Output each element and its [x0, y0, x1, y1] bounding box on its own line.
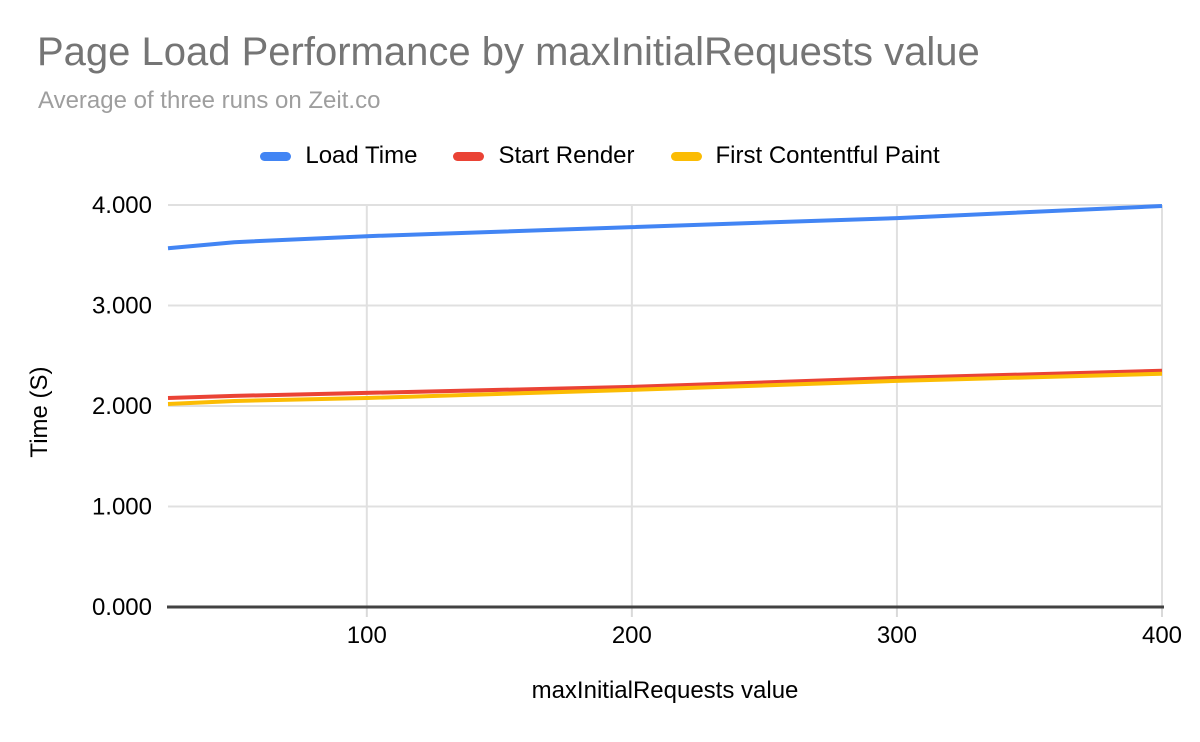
legend-label-first-contentful-paint: First Contentful Paint — [715, 142, 940, 169]
legend-item-first-contentful-paint: First Contentful Paint — [670, 142, 940, 170]
legend-item-load-time: Load Time — [260, 142, 417, 170]
y-axis-title: Time (S) — [26, 366, 53, 457]
x-tick-label: 200 — [612, 622, 652, 649]
series-line-load-time — [167, 204, 1163, 251]
legend-label-load-time: Load Time — [305, 142, 418, 169]
legend-label-start-render: Start Render — [498, 142, 635, 169]
legend-swatch-load-time — [260, 151, 292, 161]
y-tick-label: 1.000 — [92, 494, 152, 521]
legend-item-start-render: Start Render — [453, 142, 635, 170]
legend-swatch-first-contentful-paint — [670, 151, 702, 161]
y-tick-label: 0.000 — [92, 594, 152, 621]
y-tick-label: 4.000 — [92, 192, 152, 219]
series-line-first-contentful-paint — [167, 371, 1163, 406]
y-tick-label: 2.000 — [92, 393, 152, 420]
x-tick-label: 400 — [1142, 622, 1182, 649]
series-line-start-render — [167, 368, 1163, 400]
legend-swatch-start-render — [453, 151, 485, 161]
x-tick-label: 300 — [877, 622, 917, 649]
legend: Load Time Start Render First Contentful … — [0, 142, 1200, 170]
y-tick-label: 3.000 — [92, 293, 152, 320]
chart-title: Page Load Performance by maxInitialReque… — [37, 30, 980, 74]
chart-subtitle: Average of three runs on Zeit.co — [38, 87, 381, 114]
x-tick-label: 100 — [347, 622, 387, 649]
x-axis-title: maxInitialRequests value — [532, 677, 799, 704]
